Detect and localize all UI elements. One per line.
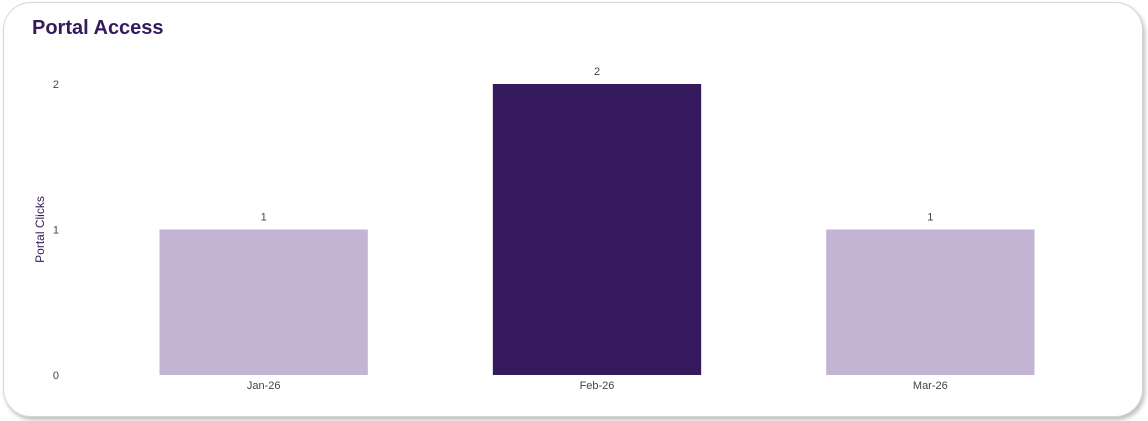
x-tick-label: Feb-26 — [580, 380, 615, 392]
y-tick-label: 1 — [53, 225, 59, 237]
y-axis-title: Portal Clicks — [33, 196, 47, 263]
x-tick-label: Jan-26 — [247, 380, 281, 392]
portal-access-card: Portal Access 0 1 2 1 2 1 Jan-26 Feb-26 Mar-26… — [3, 2, 1143, 417]
y-axis: 0 1 2 — [53, 79, 59, 382]
y-tick-label: 0 — [53, 370, 59, 382]
chart-title: Portal Access — [32, 17, 164, 39]
bar-chart: 0 1 2 1 2 1 Jan-26 Feb-26 Mar-26 Portal Clicks — [33, 66, 1035, 392]
data-label: 2 — [594, 66, 600, 78]
bar-jan-26[interactable] — [159, 229, 368, 376]
x-axis: Jan-26 Feb-26 Mar-26 — [247, 380, 948, 392]
data-label: 1 — [261, 212, 267, 224]
bar-feb-26[interactable] — [492, 84, 702, 375]
x-tick-label: Mar-26 — [913, 380, 948, 392]
bars-group: 1 2 1 — [159, 66, 1035, 376]
y-tick-label: 2 — [53, 79, 59, 91]
data-label: 1 — [927, 212, 933, 224]
bar-mar-26[interactable] — [826, 229, 1035, 376]
